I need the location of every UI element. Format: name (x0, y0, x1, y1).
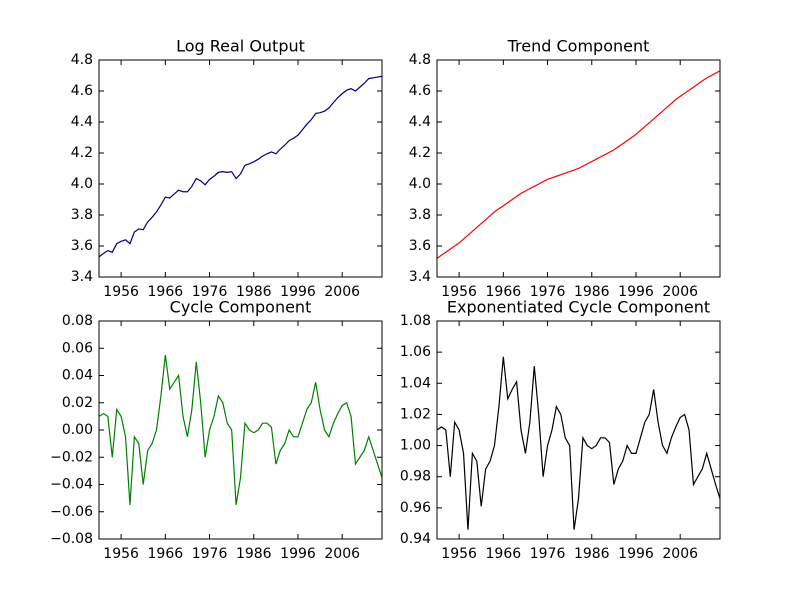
y-tick-label: 4.4 (71, 114, 93, 130)
x-tick-label: 1996 (280, 546, 316, 562)
y-tick-label: −0.06 (50, 504, 93, 520)
y-tick-label: 0.04 (62, 368, 93, 384)
data-line (437, 356, 720, 530)
y-tick-label: 4.0 (409, 176, 431, 192)
y-tick-label: 1.06 (400, 344, 431, 360)
y-tick-label: 0.96 (400, 500, 431, 516)
data-line (437, 70, 720, 259)
x-tick-label: 1976 (530, 546, 566, 562)
x-tick-label: 1996 (280, 284, 316, 300)
x-tick-label: 1966 (148, 546, 184, 562)
x-tick-label: 1966 (486, 546, 522, 562)
y-tick-label: 4.6 (409, 83, 431, 99)
y-tick-label: 4.4 (409, 114, 431, 130)
chart-title: Cycle Component (170, 298, 312, 317)
x-tick-label: 2006 (324, 546, 360, 562)
chart-title: Log Real Output (176, 37, 305, 56)
axes-frame (98, 59, 383, 278)
x-tick-label: 1986 (574, 546, 610, 562)
x-tick-label: 1966 (486, 284, 522, 300)
x-tick-label: 1956 (103, 546, 139, 562)
x-tick-label: 2006 (662, 284, 698, 300)
y-tick-label: 3.8 (409, 207, 431, 223)
x-tick-label: 1986 (574, 284, 610, 300)
y-tick-label: 3.4 (71, 269, 93, 285)
y-tick-label: 1.08 (400, 313, 431, 329)
x-tick-label: 1976 (192, 284, 228, 300)
y-tick-label: 0.00 (62, 422, 93, 438)
y-tick-label: 3.4 (409, 269, 431, 285)
y-tick-label: 0.02 (62, 395, 93, 411)
x-tick-label: 1956 (441, 284, 477, 300)
x-tick-label: 1956 (103, 284, 139, 300)
x-tick-label: 1976 (530, 284, 566, 300)
y-tick-label: 0.08 (62, 313, 93, 329)
axes-frame (436, 59, 721, 278)
x-tick-label: 1956 (441, 546, 477, 562)
y-tick-label: 4.6 (71, 83, 93, 99)
y-tick-label: 0.94 (400, 531, 431, 547)
y-tick-label: 1.04 (400, 375, 431, 391)
x-tick-label: 1966 (148, 284, 184, 300)
y-tick-label: −0.04 (50, 477, 93, 493)
y-tick-label: 4.2 (409, 145, 431, 161)
y-tick-label: 4.8 (71, 52, 93, 68)
y-tick-label: 0.06 (62, 340, 93, 356)
y-tick-label: 4.8 (409, 52, 431, 68)
axes-frame (436, 320, 721, 540)
y-tick-label: 3.8 (71, 207, 93, 223)
x-tick-label: 1996 (618, 546, 654, 562)
y-tick-label: −0.02 (50, 449, 93, 465)
data-line (99, 75, 382, 258)
y-tick-label: −0.08 (50, 531, 93, 547)
chart-title: Trend Component (507, 37, 650, 56)
y-tick-label: 3.6 (409, 238, 431, 254)
y-tick-label: 4.0 (71, 176, 93, 192)
data-line (99, 354, 382, 506)
x-tick-label: 1986 (236, 546, 272, 562)
y-tick-label: 0.98 (400, 469, 431, 485)
x-tick-label: 1986 (236, 284, 272, 300)
x-tick-label: 2006 (324, 284, 360, 300)
x-tick-label: 2006 (662, 546, 698, 562)
y-tick-label: 4.2 (71, 145, 93, 161)
y-tick-label: 1.00 (400, 438, 431, 454)
y-tick-label: 3.6 (71, 238, 93, 254)
y-tick-label: 1.02 (400, 406, 431, 422)
x-tick-label: 1996 (618, 284, 654, 300)
chart-title: Exponentiated Cycle Component (447, 298, 710, 317)
x-tick-label: 1976 (192, 546, 228, 562)
